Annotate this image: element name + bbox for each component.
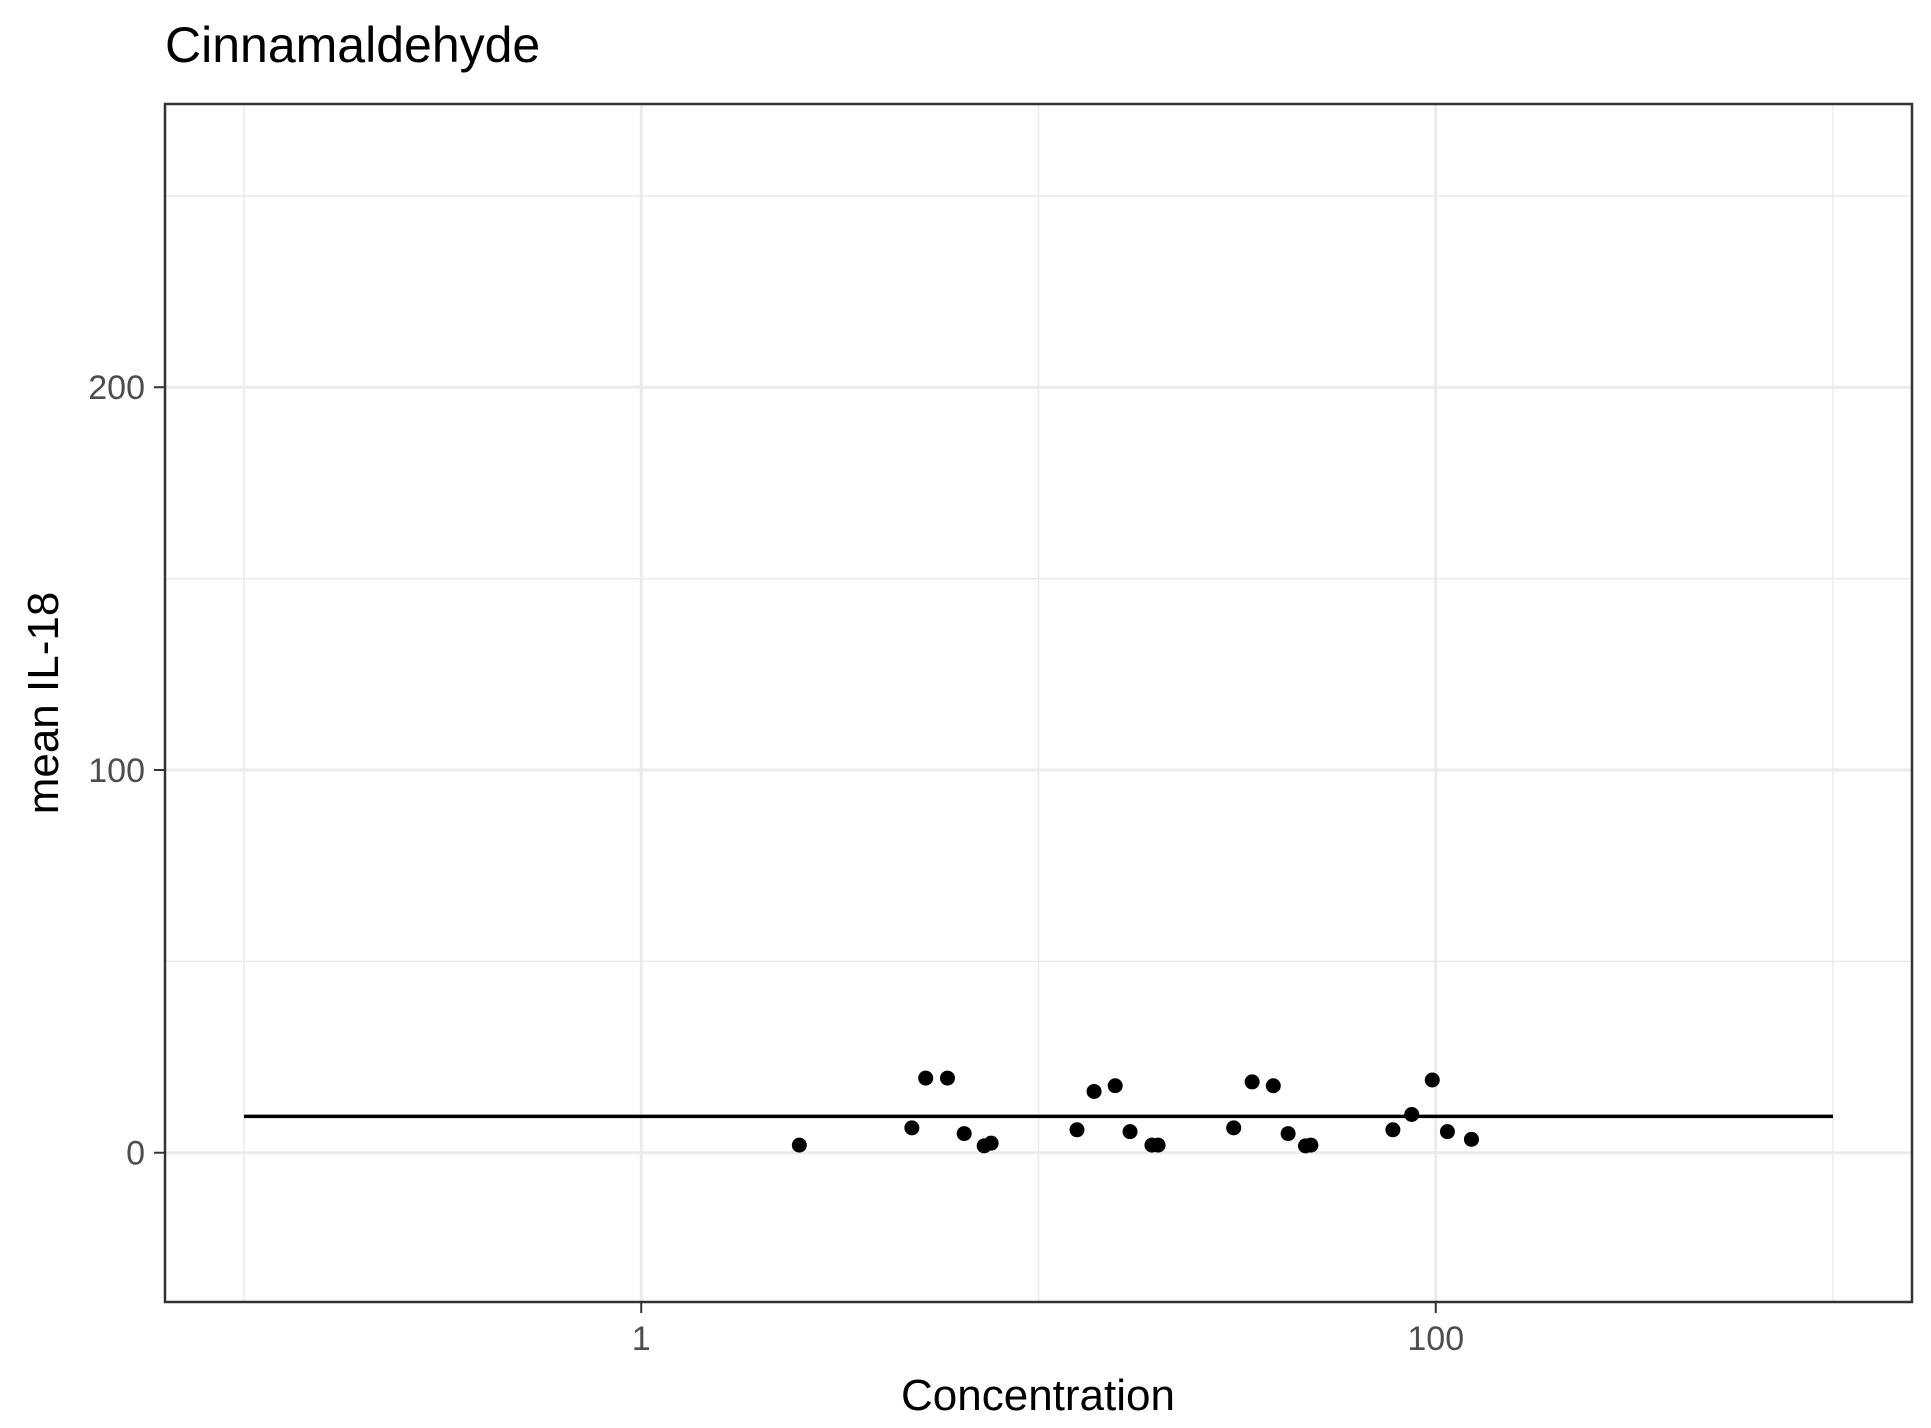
grid <box>165 104 1912 1302</box>
x-tick-label: 100 <box>1407 1320 1464 1358</box>
x-tick-label: 1 <box>632 1320 651 1358</box>
data-point <box>1303 1137 1319 1153</box>
data-point <box>983 1135 999 1151</box>
data-point <box>1265 1078 1281 1094</box>
y-axis-title: mean IL-18 <box>19 592 68 815</box>
data-point <box>904 1120 920 1136</box>
data-point <box>1385 1122 1401 1138</box>
y-tick-label: 100 <box>88 752 145 790</box>
data-point <box>939 1070 955 1086</box>
data-point <box>1404 1106 1420 1122</box>
panel-border <box>163 102 1914 1304</box>
chart-title: Cinnamaldehyde <box>165 17 540 73</box>
data-point <box>1439 1124 1455 1140</box>
data-points <box>791 1070 1479 1154</box>
data-point <box>918 1070 934 1086</box>
data-point <box>1122 1124 1138 1140</box>
data-point <box>1463 1131 1479 1147</box>
data-point <box>1086 1083 1102 1099</box>
x-axis-title: Concentration <box>901 1371 1175 1420</box>
data-point <box>1424 1072 1440 1088</box>
axis-ticks: 1 100 0 100 200 <box>88 369 1464 1358</box>
y-tick-label: 0 <box>126 1135 145 1173</box>
data-point <box>1107 1078 1123 1094</box>
data-point <box>1150 1137 1166 1153</box>
data-point <box>1280 1126 1296 1142</box>
data-point <box>956 1126 972 1142</box>
data-point <box>1244 1074 1260 1090</box>
data-point <box>1226 1120 1242 1136</box>
data-point <box>791 1137 807 1153</box>
data-point <box>1069 1122 1085 1138</box>
y-tick-label: 200 <box>88 369 145 407</box>
